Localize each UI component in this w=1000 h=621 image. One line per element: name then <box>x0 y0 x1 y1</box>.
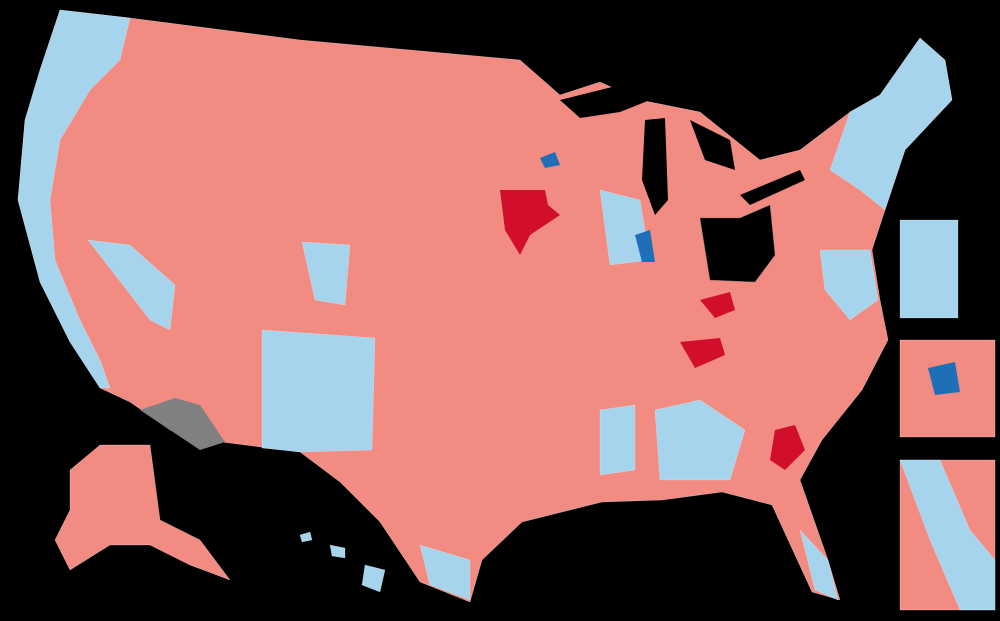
minnesota-region <box>540 152 560 168</box>
georgia-region <box>654 399 746 481</box>
kentucky-region <box>700 292 735 318</box>
illinois-region <box>635 230 655 262</box>
lake-huron <box>690 120 735 170</box>
texas-south <box>419 544 471 601</box>
colorado-region <box>301 241 351 306</box>
iowa-region <box>500 190 560 255</box>
inset-new-york <box>899 219 959 319</box>
alaska <box>54 444 231 581</box>
new-mexico-region <box>261 329 376 453</box>
lake-michigan <box>642 118 668 215</box>
hawaii <box>299 531 386 593</box>
arizona-region <box>140 398 225 450</box>
south-carolina-region <box>770 425 805 470</box>
mid-atlantic <box>819 249 879 321</box>
inset-dc-region <box>928 362 960 395</box>
tennessee-region <box>680 338 725 368</box>
ohio-region <box>699 204 776 283</box>
northeast <box>829 37 953 211</box>
mississippi-region <box>599 404 636 476</box>
florida-south <box>799 529 839 601</box>
nevada-region <box>87 239 176 331</box>
lake-superior <box>560 80 670 118</box>
lake-erie <box>740 170 805 205</box>
west-coast <box>17 9 131 389</box>
inset-california-blue <box>899 459 996 611</box>
